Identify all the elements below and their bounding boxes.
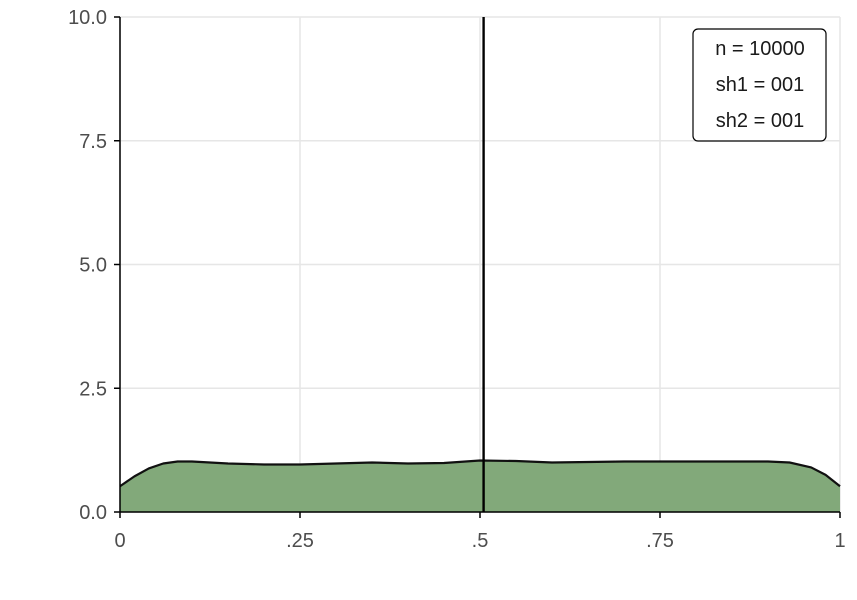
y-tick-label: 2.5 xyxy=(79,378,107,400)
x-tick-label: 0 xyxy=(114,530,125,552)
x-tick-label: .5 xyxy=(472,530,489,552)
legend-entry-n: n = 10000 xyxy=(715,38,805,60)
area-layer xyxy=(119,459,841,512)
y-tick-label: 7.5 xyxy=(79,131,107,153)
axis-layer: 0.25.5.75 10.02.55.07.510.0 xyxy=(68,7,846,552)
legend-entry-sh2: sh2 = 001 xyxy=(716,110,804,132)
y-tick-label: 5.0 xyxy=(79,255,107,277)
y-tick-label: 0.0 xyxy=(79,502,107,524)
legend: n = 10000 sh1 = 001 sh2 = 001 xyxy=(692,28,827,142)
density-area xyxy=(120,460,840,512)
legend-box xyxy=(692,28,827,142)
x-tick-label: 1 xyxy=(834,530,845,552)
density-line xyxy=(119,459,841,488)
x-tick-label: .25 xyxy=(286,530,314,552)
legend-entry-sh1: sh1 = 001 xyxy=(716,74,804,96)
x-tick-label: .75 xyxy=(646,530,674,552)
y-tick-label: 10.0 xyxy=(68,7,107,29)
